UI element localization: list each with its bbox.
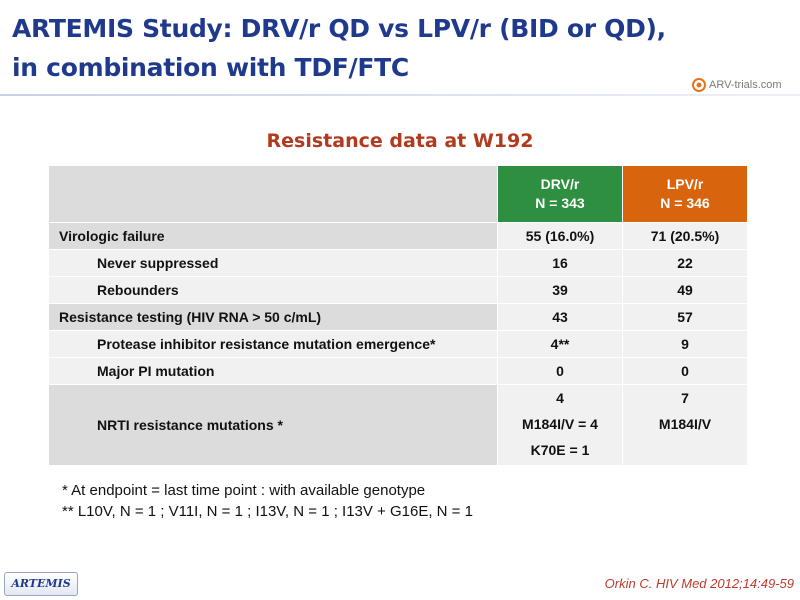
row-label: Resistance testing (HIV RNA > 50 c/mL)	[48, 303, 498, 331]
drv-value-line: 4	[556, 390, 564, 406]
slide-title-line-1: ARTEMIS Study: DRV/r QD vs LPV/r (BID or…	[12, 14, 666, 43]
slide-title-line-2: in combination with TDF/FTC	[12, 53, 409, 82]
lpv-value-line: M184I/V	[658, 416, 712, 432]
footnote-1: * At endpoint = last time point : with a…	[62, 482, 426, 499]
header-drv-n: N = 343	[535, 195, 585, 211]
arv-trials-logo: ARV-trials.com	[692, 78, 782, 92]
row-label: Virologic failure	[48, 222, 498, 250]
lpv-value: 7 M184I/V	[622, 384, 748, 466]
lpv-value: 22	[622, 249, 748, 277]
footnote-2: ** L10V, N = 1 ; V11I, N = 1 ; I13V, N =…	[62, 503, 473, 520]
lpv-value: 57	[622, 303, 748, 331]
lpv-value-line: 7	[681, 390, 689, 406]
table-row: Virologic failure 55 (16.0%) 71 (20.5%)	[48, 222, 748, 250]
table-row: Protease inhibitor resistance mutation e…	[48, 330, 748, 358]
table-row: Resistance testing (HIV RNA > 50 c/mL) 4…	[48, 303, 748, 331]
citation: Orkin C. HIV Med 2012;14:49-59	[604, 576, 794, 591]
lpv-value: 0	[622, 357, 748, 385]
header-lpv-n: N = 346	[660, 195, 710, 211]
drv-value: 4 M184I/V = 4 K70E = 1	[497, 384, 623, 466]
row-label: Protease inhibitor resistance mutation e…	[48, 330, 498, 358]
drv-value: 43	[497, 303, 623, 331]
header-empty-cell	[48, 165, 498, 223]
drv-value: 4**	[497, 330, 623, 358]
row-label: NRTI resistance mutations *	[48, 384, 498, 466]
table-row: Never suppressed 16 22	[48, 249, 748, 277]
row-label: Never suppressed	[48, 249, 498, 277]
logo-text: ARV-trials.com	[709, 79, 782, 91]
table-row: Major PI mutation 0 0	[48, 357, 748, 385]
table-row: NRTI resistance mutations * 4 M184I/V = …	[48, 384, 748, 466]
drv-value: 55 (16.0%)	[497, 222, 623, 250]
table-header-row: DRV/r N = 343 LPV/r N = 346	[48, 165, 748, 223]
drv-value-line: K70E = 1	[530, 442, 590, 458]
drv-value-line: M184I/V = 4	[522, 416, 598, 432]
drv-value: 16	[497, 249, 623, 277]
header-lpv-name: LPV/r	[666, 176, 704, 192]
header-drv: DRV/r N = 343	[497, 165, 623, 223]
study-badge: ARTEMIS	[4, 572, 78, 596]
table-title: Resistance data at W192	[266, 130, 534, 152]
row-label: Rebounders	[48, 276, 498, 304]
drv-value: 0	[497, 357, 623, 385]
table-row: Rebounders 39 49	[48, 276, 748, 304]
lpv-value: 49	[622, 276, 748, 304]
lpv-value: 71 (20.5%)	[622, 222, 748, 250]
header-divider	[0, 94, 800, 96]
row-label: Major PI mutation	[48, 357, 498, 385]
logo-swirl-icon	[692, 78, 706, 92]
drv-value: 39	[497, 276, 623, 304]
resistance-table: DRV/r N = 343 LPV/r N = 346 Virologic fa…	[48, 165, 748, 466]
header-lpv: LPV/r N = 346	[622, 165, 748, 223]
lpv-value: 9	[622, 330, 748, 358]
header-drv-name: DRV/r	[540, 176, 580, 192]
